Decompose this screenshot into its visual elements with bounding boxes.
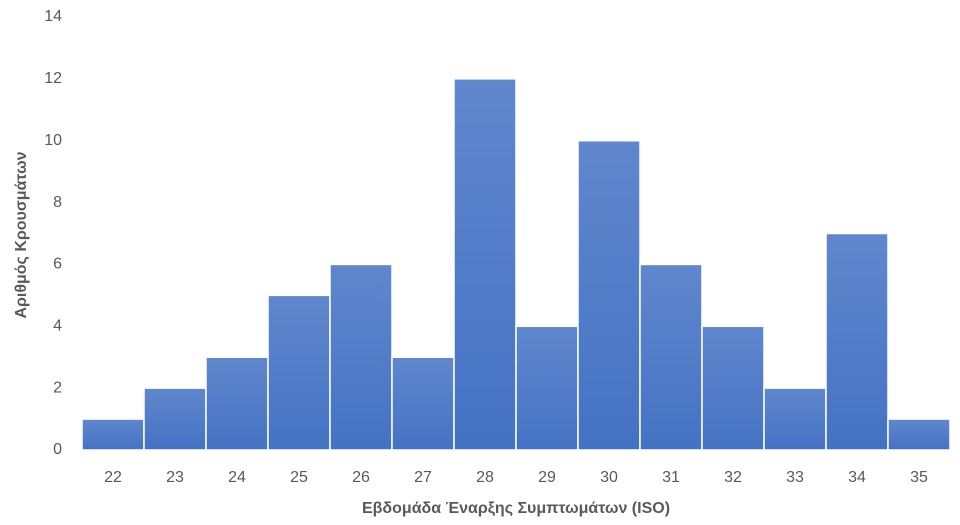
x-tick-label: 32 [724, 469, 742, 486]
x-tick-label: 25 [290, 469, 308, 486]
y-tick-label: 4 [53, 318, 62, 335]
x-tick-label: 33 [786, 469, 804, 486]
x-tick-label: 30 [600, 469, 618, 486]
x-tick-label: 29 [538, 469, 556, 486]
y-tick-label: 8 [53, 194, 62, 211]
x-tick-label: 22 [104, 469, 122, 486]
bar [81, 418, 145, 451]
bar [391, 356, 455, 451]
y-tick-label: 10 [44, 132, 62, 149]
x-axis-title: Εβδομάδα Έναρξης Συμπτωμάτων (ISO) [362, 500, 670, 517]
bar [329, 263, 393, 451]
x-tick-label: 35 [910, 469, 928, 486]
y-tick-label: 6 [53, 256, 62, 273]
x-tick-label: 31 [662, 469, 680, 486]
bar [639, 263, 703, 451]
bar [453, 78, 517, 451]
bar [143, 387, 207, 451]
x-tick-label: 24 [228, 469, 246, 486]
bar [267, 294, 331, 451]
bar [763, 387, 827, 451]
x-tick-label: 23 [166, 469, 184, 486]
bar [701, 325, 765, 451]
x-tick-label: 28 [476, 469, 494, 486]
y-tick-label: 14 [44, 8, 62, 25]
y-tick-label: 0 [53, 441, 62, 458]
y-axis-title: Αριθμός Κρουσμάτων [13, 151, 30, 318]
bar [887, 418, 951, 451]
x-tick-label: 34 [848, 469, 866, 486]
x-tick-label: 27 [414, 469, 432, 486]
bar [825, 232, 889, 451]
bar [515, 325, 579, 451]
bar [205, 356, 269, 451]
x-tick-label: 26 [352, 469, 370, 486]
y-tick-label: 12 [44, 70, 62, 87]
y-tick-label: 2 [53, 379, 62, 396]
bar [577, 139, 641, 451]
